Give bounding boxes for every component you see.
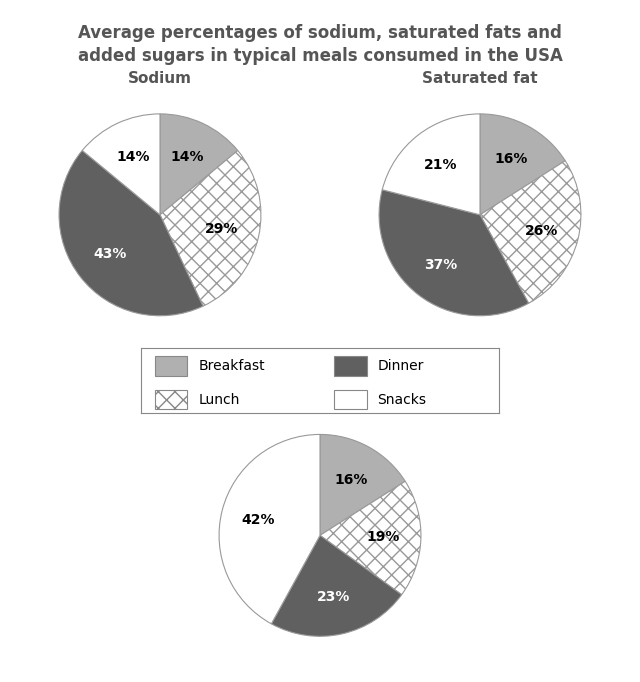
Text: 37%: 37% xyxy=(424,258,458,272)
Wedge shape xyxy=(379,190,529,316)
Wedge shape xyxy=(480,161,581,303)
Wedge shape xyxy=(320,481,421,595)
Wedge shape xyxy=(160,151,261,306)
Wedge shape xyxy=(82,114,160,215)
Text: 16%: 16% xyxy=(334,473,367,487)
Bar xyxy=(155,390,188,409)
Text: 14%: 14% xyxy=(116,150,150,164)
Wedge shape xyxy=(320,434,405,535)
Text: 21%: 21% xyxy=(424,158,458,172)
Bar xyxy=(155,356,188,376)
Text: Dinner: Dinner xyxy=(378,359,424,373)
Wedge shape xyxy=(160,114,238,215)
Text: 14%: 14% xyxy=(170,150,204,164)
Wedge shape xyxy=(480,114,565,215)
Wedge shape xyxy=(219,434,320,624)
Text: Average percentages of sodium, saturated fats and
added sugars in typical meals : Average percentages of sodium, saturated… xyxy=(77,24,563,65)
Title: Saturated fat: Saturated fat xyxy=(422,71,538,86)
Wedge shape xyxy=(59,151,203,316)
Text: 29%: 29% xyxy=(205,222,239,236)
Bar xyxy=(334,356,367,376)
Text: 43%: 43% xyxy=(93,247,127,261)
Text: 16%: 16% xyxy=(494,152,527,166)
Bar xyxy=(334,390,367,409)
Title: Sodium: Sodium xyxy=(128,71,192,86)
Text: Lunch: Lunch xyxy=(198,393,239,406)
Text: 23%: 23% xyxy=(317,591,351,604)
Text: 26%: 26% xyxy=(525,224,558,237)
Text: 19%: 19% xyxy=(367,531,400,544)
Wedge shape xyxy=(382,114,480,215)
Wedge shape xyxy=(271,535,402,636)
Text: 42%: 42% xyxy=(242,513,275,527)
Text: Breakfast: Breakfast xyxy=(198,359,265,373)
Text: Snacks: Snacks xyxy=(378,393,426,406)
Title: Added sugar: Added sugar xyxy=(266,391,374,406)
